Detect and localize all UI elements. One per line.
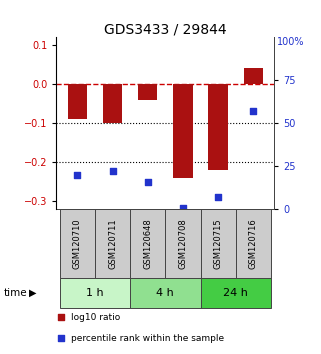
Text: GSM120716: GSM120716 (249, 218, 258, 269)
Text: time: time (3, 288, 27, 298)
Bar (60, 278, 130, 308)
Text: GSM120648: GSM120648 (143, 218, 152, 269)
Text: GSM120710: GSM120710 (73, 218, 82, 269)
Text: 4 h: 4 h (156, 288, 174, 298)
Bar (173, 84, 193, 178)
Bar (201, 278, 271, 308)
Bar (103, 84, 122, 123)
Point (110, 169, 115, 174)
Text: GSM120711: GSM120711 (108, 218, 117, 269)
Bar (201, 209, 236, 278)
Bar (130, 278, 201, 308)
Text: 24 h: 24 h (223, 288, 248, 298)
Text: ▶: ▶ (29, 288, 36, 298)
Bar (244, 68, 263, 84)
Bar (130, 209, 165, 278)
Point (216, 194, 221, 200)
Text: log10 ratio: log10 ratio (72, 313, 121, 322)
Bar (95, 209, 130, 278)
Point (75, 172, 80, 178)
Point (58, 315, 63, 320)
Bar (68, 84, 87, 119)
Bar (138, 84, 157, 100)
Text: percentile rank within the sample: percentile rank within the sample (72, 334, 225, 343)
Bar (236, 209, 271, 278)
Bar (208, 84, 228, 170)
Point (180, 205, 186, 210)
Point (58, 336, 63, 341)
Point (145, 179, 150, 184)
Bar (60, 209, 95, 278)
Point (251, 108, 256, 114)
Title: GDS3433 / 29844: GDS3433 / 29844 (104, 22, 227, 36)
Text: 1 h: 1 h (86, 288, 104, 298)
Text: 100%: 100% (277, 37, 304, 47)
Text: GSM120715: GSM120715 (213, 218, 223, 269)
Bar (165, 209, 201, 278)
Text: GSM120708: GSM120708 (178, 218, 187, 269)
